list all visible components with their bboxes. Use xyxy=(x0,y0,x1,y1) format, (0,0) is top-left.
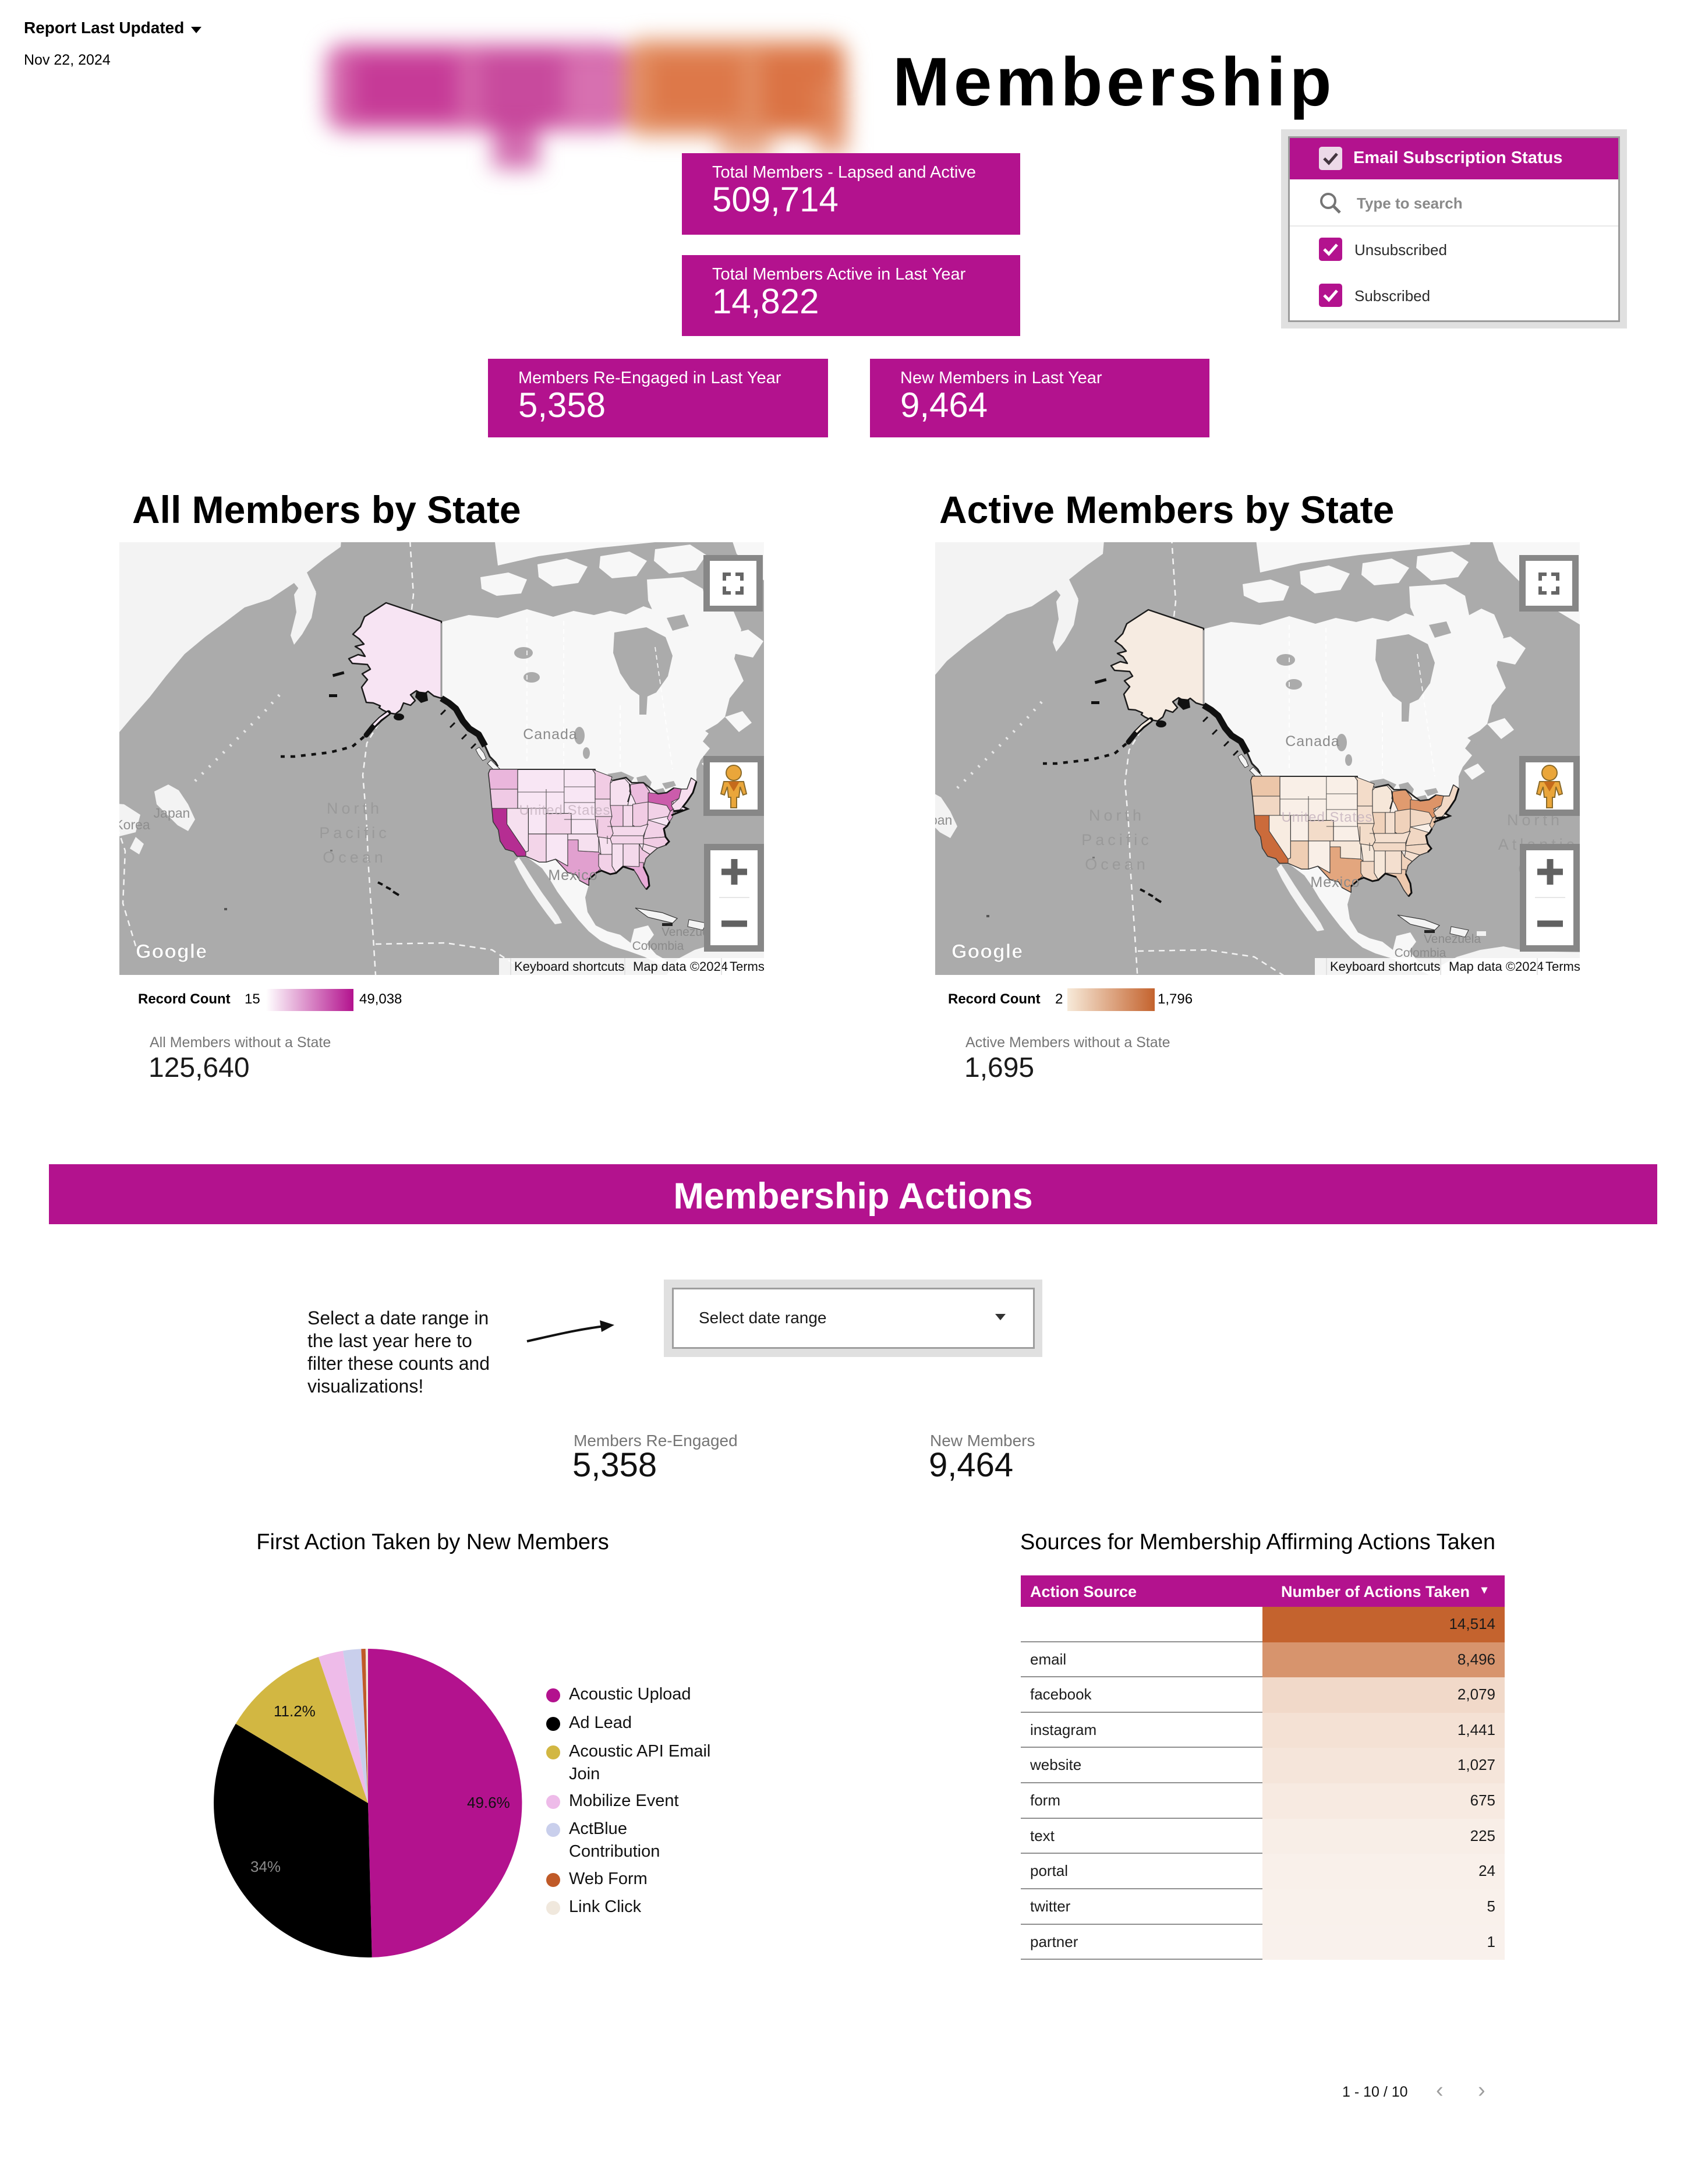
svg-text:United States: United States xyxy=(519,803,610,818)
svg-text:Japan: Japan xyxy=(935,812,952,828)
svg-text:Mexico: Mexico xyxy=(1310,874,1360,890)
svg-text:Canada: Canada xyxy=(523,726,578,743)
svg-text:Pacific: Pacific xyxy=(1081,831,1152,849)
svg-text:Keyboard shortcuts: Keyboard shortcuts xyxy=(514,959,625,974)
svg-text:Map data ©2024: Map data ©2024 xyxy=(1449,959,1544,974)
svg-text:Terms: Terms xyxy=(1545,959,1580,974)
svg-text:Google: Google xyxy=(136,941,207,963)
svg-text:Colombia: Colombia xyxy=(632,939,684,953)
svg-text:Colombia: Colombia xyxy=(1395,946,1446,960)
svg-text:North: North xyxy=(1089,807,1145,824)
svg-text:Venezuela: Venezuela xyxy=(1424,932,1481,946)
svg-text:Ocean: Ocean xyxy=(1085,856,1149,873)
svg-text:North: North xyxy=(327,800,383,817)
svg-text:Keyboard shortcuts: Keyboard shortcuts xyxy=(1330,959,1441,974)
svg-text:Canada: Canada xyxy=(1285,733,1340,750)
svg-text:Korea: Korea xyxy=(119,817,150,832)
svg-text:Pacific: Pacific xyxy=(319,824,390,842)
svg-text:Google: Google xyxy=(951,941,1023,963)
svg-text:Mexico: Mexico xyxy=(548,867,597,884)
svg-text:Ocean: Ocean xyxy=(323,849,387,866)
svg-text:United States: United States xyxy=(1281,810,1372,825)
svg-text:Japan: Japan xyxy=(154,805,190,821)
svg-text:Map data ©2024: Map data ©2024 xyxy=(633,959,728,974)
svg-text:Terms: Terms xyxy=(730,959,764,974)
